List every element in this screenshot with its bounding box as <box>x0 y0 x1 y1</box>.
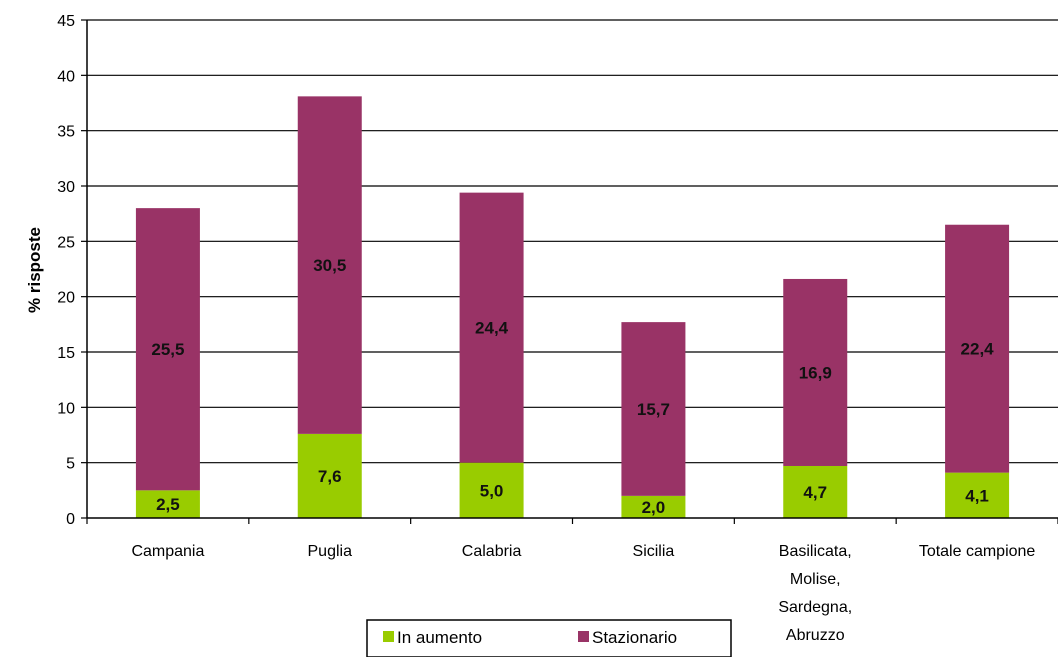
axes <box>81 20 1058 524</box>
legend: In aumento Stazionario <box>367 620 731 657</box>
category-label: Totale campione <box>919 543 1036 560</box>
category-label: Basilicata, <box>779 543 852 560</box>
data-label: 5,0 <box>480 481 504 500</box>
data-label: 7,6 <box>318 467 342 486</box>
category-label: Sicilia <box>633 543 675 560</box>
category-label: Sardegna, <box>778 599 852 616</box>
data-label: 2,5 <box>156 495 180 514</box>
y-tick-label: 35 <box>57 124 75 141</box>
data-label: 4,1 <box>965 486 989 505</box>
data-labels: 2,5 25,5 7,6 30,5 5,0 24,4 2,0 15,7 4,7 16,9 4,1 22… <box>151 256 994 517</box>
y-tick-label: 15 <box>57 345 75 362</box>
data-label: 2,0 <box>642 498 666 517</box>
gridlines <box>87 20 1058 463</box>
data-label: 25,5 <box>151 340 184 359</box>
bars <box>136 96 1009 518</box>
data-label: 16,9 <box>799 363 832 382</box>
y-tick-label: 20 <box>57 290 75 307</box>
category-label: Puglia <box>308 543 353 560</box>
y-tick-label: 45 <box>57 13 75 30</box>
data-label: 30,5 <box>313 256 346 275</box>
y-tick-label: 10 <box>57 400 75 417</box>
legend-swatch <box>578 631 589 642</box>
data-label: 22,4 <box>961 340 995 359</box>
y-tick-label: 5 <box>66 456 75 473</box>
category-label: Calabria <box>462 543 522 560</box>
legend-swatch <box>383 631 394 642</box>
legend-label: In aumento <box>397 628 482 647</box>
data-label: 24,4 <box>475 319 509 338</box>
y-tick-label: 25 <box>57 234 75 251</box>
category-label: Campania <box>131 543 204 560</box>
y-tick-label: 30 <box>57 179 75 196</box>
data-label: 4,7 <box>803 483 827 502</box>
y-tick-labels: 0 5 10 15 20 25 30 35 40 45 <box>57 13 75 528</box>
y-tick-label: 40 <box>57 68 75 85</box>
category-label: Abruzzo <box>786 627 845 644</box>
category-label: Molise, <box>790 571 841 588</box>
y-tick-label: 0 <box>66 511 75 528</box>
data-label: 15,7 <box>637 400 670 419</box>
y-axis-label: % risposte <box>25 227 44 313</box>
legend-label: Stazionario <box>592 628 677 647</box>
